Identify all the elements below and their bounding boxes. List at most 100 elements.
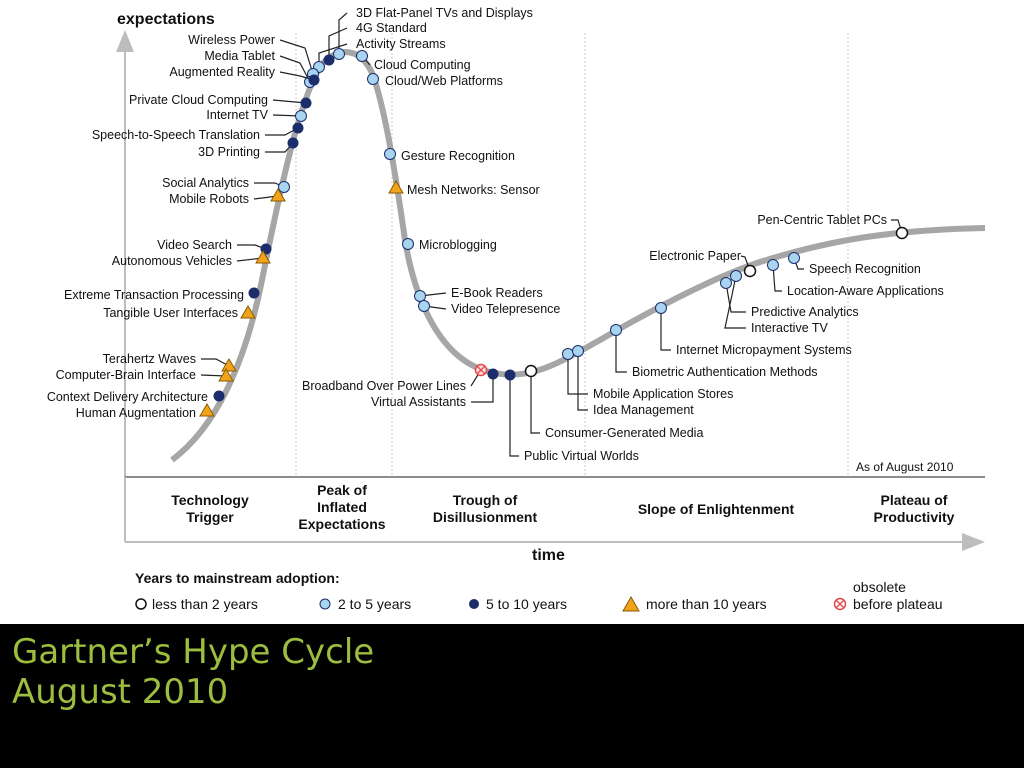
technology-3d-flat-panel-tvs-and-displays: 3D Flat-Panel TVs and Displays [333, 6, 533, 60]
technology-video-search: Video Search [157, 238, 272, 255]
technology-biometric-authentication-methods: Biometric Authentication Methods [610, 324, 818, 379]
caption-title: Gartner’s Hype Cycle [12, 632, 375, 672]
orange-triangle-icon [255, 250, 271, 264]
light-blue-circle-icon [572, 345, 584, 357]
technology-public-virtual-worlds: Public Virtual Worlds [504, 369, 639, 463]
leader-line [577, 351, 588, 411]
technology-label: E-Book Readers [451, 286, 543, 300]
technology-tangible-user-interfaces: Tangible User Interfaces [103, 305, 256, 320]
technology-label: Social Analytics [162, 176, 249, 190]
orange-triangle-icon [218, 368, 234, 382]
leader-line [338, 12, 348, 54]
dark-blue-circle-icon [504, 369, 516, 381]
leader-line [725, 282, 746, 313]
leader-line [471, 374, 494, 403]
technology-label: Extreme Transaction Processing [64, 288, 244, 302]
light-blue-circle-icon [295, 110, 307, 122]
light-blue-circle-icon [356, 50, 368, 62]
legend-label-more-than-10: more than 10 years [646, 596, 767, 612]
technology-label: Internet TV [206, 108, 268, 122]
dark-blue-circle-icon [248, 287, 260, 299]
technology-location-aware-applications: Location-Aware Applications [767, 259, 944, 298]
technology-label: Video Search [157, 238, 232, 252]
technology-virtual-assistants: Virtual Assistants [371, 368, 499, 409]
legend-obsolete-icon [833, 597, 847, 611]
leader-line [279, 39, 314, 75]
technology-label: Gesture Recognition [401, 149, 515, 163]
leader-line [509, 375, 519, 457]
light-blue-circle-icon [610, 324, 622, 336]
technology-label: Microblogging [419, 238, 497, 252]
technology-cloud-computing: Cloud Computing [356, 50, 471, 72]
orange-triangle-icon [199, 403, 215, 417]
leader-line [724, 275, 746, 329]
light-blue-circle-icon [278, 181, 290, 193]
technology-label: Idea Management [593, 403, 694, 417]
technology-label: Public Virtual Worlds [524, 449, 639, 463]
orange-triangle-icon [388, 180, 404, 194]
technology-mobile-robots: Mobile Robots [169, 188, 286, 206]
technology-label: Pen-Centric Tablet PCs [757, 213, 887, 227]
technology-terahertz-waves: Terahertz Waves [103, 352, 237, 372]
dark-blue-circle-icon [213, 390, 225, 402]
dark-blue-circle-icon [487, 368, 499, 380]
technology-label: 3D Printing [198, 145, 260, 159]
technology-pen-centric-tablet-pcs: Pen-Centric Tablet PCs [757, 213, 909, 240]
technology-label: Augmented Reality [169, 65, 275, 79]
leader-line [567, 354, 588, 395]
legend-open-circle-icon [135, 598, 147, 610]
technology-internet-micropayment-systems: Internet Micropayment Systems [655, 302, 852, 357]
technology-speech-to-speech-translation: Speech-to-Speech Translation [92, 122, 304, 142]
dark-blue-circle-icon [300, 97, 312, 109]
hype-cycle-diagram: expectations time As of August 2010 3D F… [47, 6, 986, 612]
technology-label: Location-Aware Applications [787, 284, 944, 298]
open-circle-icon [524, 364, 538, 378]
phase-labels: Technology Trigger Peak of Inflated Expecta… [171, 482, 954, 532]
technology-label: Speech-to-Speech Translation [92, 128, 260, 142]
technology-label: Mobile Application Stores [593, 387, 733, 401]
leader-line [201, 358, 230, 367]
technology-social-analytics: Social Analytics [162, 176, 290, 193]
technology-label: Broadband Over Power Lines [302, 379, 466, 393]
hype-curve [170, 49, 986, 463]
technology-video-telepresence: Video Telepresence [418, 300, 560, 316]
leader-line [272, 99, 307, 104]
light-blue-circle-icon [562, 348, 574, 360]
light-blue-circle-icon [767, 259, 779, 271]
phase-dividers [295, 33, 849, 477]
light-blue-circle-icon [730, 270, 742, 282]
technology-label: Consumer-Generated Media [545, 426, 703, 440]
technology-e-book-readers: E-Book Readers [414, 286, 543, 302]
light-blue-circle-icon [788, 252, 800, 264]
technology-label: Video Telepresence [451, 302, 560, 316]
light-blue-circle-icon [367, 73, 379, 85]
technology-electronic-paper: Electronic Paper [649, 249, 757, 278]
technology-label: Context Delivery Architecture [47, 390, 208, 404]
leader-line [328, 27, 348, 60]
axes [116, 30, 985, 551]
technology-label: Speech Recognition [809, 262, 921, 276]
dark-blue-circle-icon [323, 54, 335, 66]
technology-broadband-over-power-lines: Broadband Over Power Lines [302, 363, 488, 393]
technology-internet-tv: Internet TV [206, 108, 307, 122]
technology-label: Electronic Paper [649, 249, 741, 263]
dark-blue-circle-icon [292, 122, 304, 134]
obsolete-cross-circle-icon [474, 363, 488, 377]
x-axis-label: time [532, 547, 565, 564]
technology-label: Private Cloud Computing [129, 93, 268, 107]
technology-label: Terahertz Waves [103, 352, 196, 366]
technology-label: Cloud Computing [374, 58, 471, 72]
light-blue-circle-icon [720, 277, 732, 289]
legend-light-blue-circle-icon [319, 598, 331, 610]
legend-label-5-to-10: 5 to 10 years [486, 596, 567, 612]
technology-idea-management: Idea Management [572, 345, 694, 417]
open-circle-icon [743, 264, 757, 278]
dark-blue-circle-icon [287, 137, 299, 149]
technology-label: Tangible User Interfaces [103, 306, 238, 320]
technology-3d-printing: 3D Printing [198, 137, 299, 159]
technology-computer-brain-interface: Computer-Brain Interface [56, 368, 234, 382]
technology-label: Mobile Robots [169, 192, 249, 206]
y-axis-label: expectations [117, 11, 215, 28]
light-blue-circle-icon [333, 48, 345, 60]
